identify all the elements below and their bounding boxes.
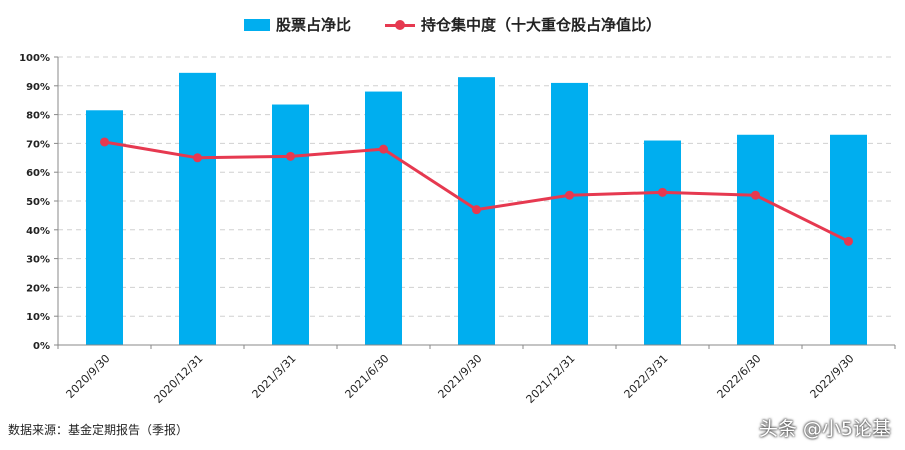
y-tick-label: 100%	[19, 53, 50, 64]
x-tick-label: 2021/3/31	[250, 352, 299, 401]
watermark: 头条 @小5论基	[758, 418, 891, 440]
y-tick-label: 40%	[26, 226, 50, 237]
legend-bar-label: 股票占净比	[275, 16, 351, 34]
x-tick-label: 2021/12/31	[524, 352, 578, 406]
line-point	[658, 187, 667, 197]
bar	[272, 104, 309, 346]
x-tick-label: 2022/6/30	[715, 352, 764, 401]
line-point	[472, 205, 481, 215]
y-tick-label: 30%	[26, 255, 50, 266]
bar	[86, 110, 123, 345]
x-tick-label: 2022/9/30	[808, 352, 857, 401]
legend: 股票占净比 持仓集中度（十大重仓股占净值比）	[0, 14, 905, 35]
legend-bar-swatch	[243, 18, 270, 31]
legend-line-label: 持仓集中度（十大重仓股占净值比）	[421, 16, 662, 34]
bar	[644, 140, 681, 345]
line-point	[565, 190, 574, 200]
bar-series	[86, 72, 867, 346]
legend-item-bar: 股票占净比	[243, 14, 351, 35]
y-tick-label: 0%	[33, 341, 50, 352]
x-tick-label: 2020/12/31	[152, 352, 206, 406]
y-tick-label: 90%	[26, 82, 50, 93]
line-point	[193, 153, 202, 163]
y-tick-label: 80%	[26, 111, 50, 122]
line-series	[100, 137, 853, 246]
x-tick-label: 2021/6/30	[343, 352, 392, 401]
y-tick-label: 60%	[26, 168, 50, 179]
legend-line-swatch	[385, 19, 415, 31]
y-tick-label: 10%	[26, 312, 50, 323]
y-tick-label: 20%	[26, 283, 50, 294]
line-point	[751, 190, 760, 200]
x-tick-label: 2020/9/30	[64, 352, 113, 401]
line-point	[286, 151, 295, 161]
x-tick-label: 2022/3/31	[622, 352, 671, 401]
bar	[737, 134, 774, 345]
line-point	[379, 144, 388, 154]
legend-item-line: 持仓集中度（十大重仓股占净值比）	[385, 14, 661, 35]
data-source-note: 数据来源：基金定期报告（季报）	[8, 423, 189, 437]
bar	[179, 72, 216, 345]
bar	[365, 91, 402, 345]
line-point	[100, 137, 109, 147]
y-tick-label: 70%	[26, 139, 50, 150]
x-tick-label: 2021/9/30	[436, 352, 485, 401]
y-tick-label: 50%	[26, 197, 50, 208]
bar	[551, 82, 588, 346]
line-point	[844, 236, 853, 246]
